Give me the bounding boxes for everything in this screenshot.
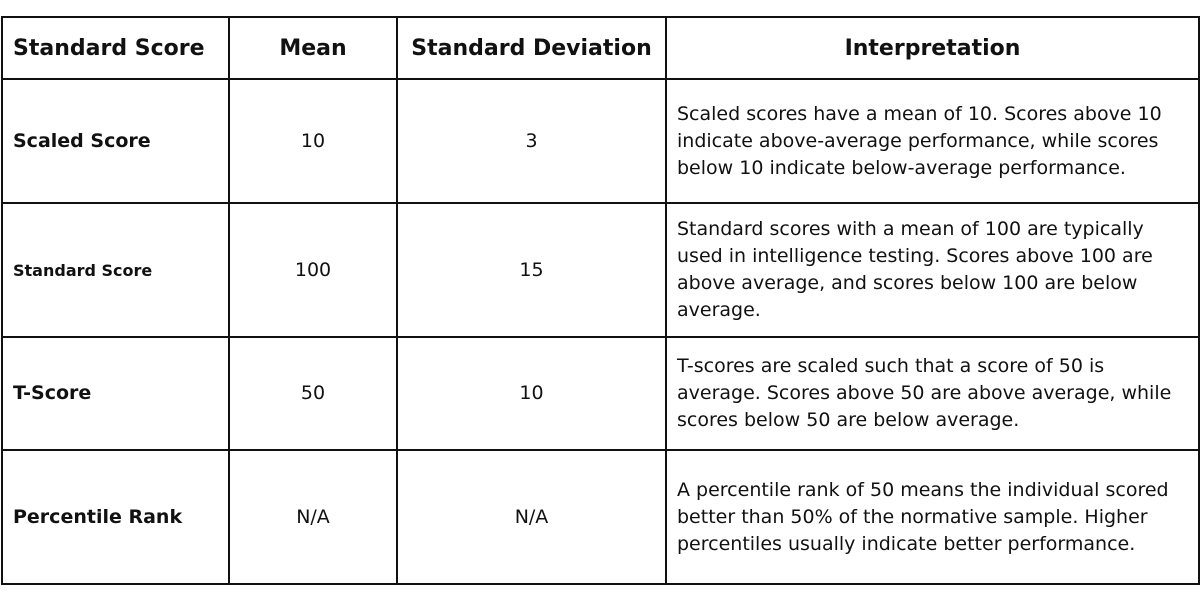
mean-value: 10 xyxy=(228,78,398,204)
standard-scores-table: Standard Score Mean Standard Deviation I… xyxy=(1,16,1200,585)
interpretation-text: A percentile rank of 50 means the indivi… xyxy=(665,449,1200,585)
table-row: Standard Score 100 15 Standard scores wi… xyxy=(1,202,1200,338)
table-row: Scaled Score 10 3 Scaled scores have a m… xyxy=(1,78,1200,204)
mean-value: 100 xyxy=(228,202,398,338)
table-header-row: Standard Score Mean Standard Deviation I… xyxy=(1,16,1200,80)
sd-value: 15 xyxy=(396,202,667,338)
header-interpretation: Interpretation xyxy=(665,16,1200,80)
row-label: Scaled Score xyxy=(1,78,230,204)
mean-value: N/A xyxy=(228,449,398,585)
sd-value: 3 xyxy=(396,78,667,204)
header-standard-score: Standard Score xyxy=(1,16,230,80)
row-label: T-Score xyxy=(1,336,230,451)
sd-value: N/A xyxy=(396,449,667,585)
header-mean: Mean xyxy=(228,16,398,80)
interpretation-text: Scaled scores have a mean of 10. Scores … xyxy=(665,78,1200,204)
row-label: Standard Score xyxy=(1,202,230,338)
table-row: T-Score 50 10 T-scores are scaled such t… xyxy=(1,336,1200,451)
header-standard-deviation: Standard Deviation xyxy=(396,16,667,80)
table-row: Percentile Rank N/A N/A A percentile ran… xyxy=(1,449,1200,585)
mean-value: 50 xyxy=(228,336,398,451)
interpretation-text: Standard scores with a mean of 100 are t… xyxy=(665,202,1200,338)
sd-value: 10 xyxy=(396,336,667,451)
interpretation-text: T-scores are scaled such that a score of… xyxy=(665,336,1200,451)
row-label: Percentile Rank xyxy=(1,449,230,585)
